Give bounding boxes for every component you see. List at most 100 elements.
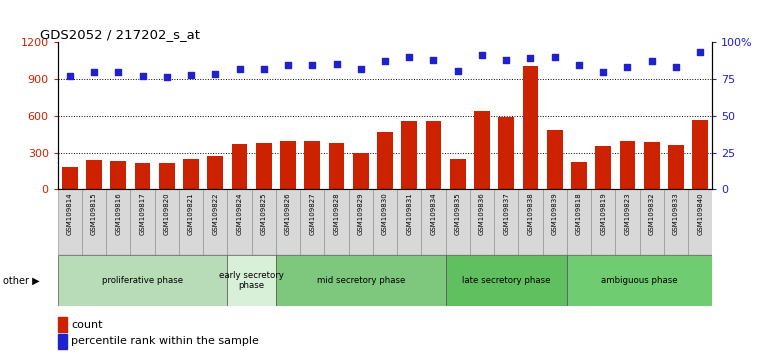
- Bar: [620, 141, 635, 189]
- Bar: [543, 189, 567, 255]
- Text: GSM109834: GSM109834: [430, 193, 437, 235]
- Bar: [58, 189, 82, 255]
- Point: [330, 61, 343, 67]
- Text: GSM109816: GSM109816: [116, 193, 122, 235]
- Bar: [82, 189, 106, 255]
- Bar: [446, 189, 470, 255]
- Text: GSM109827: GSM109827: [310, 193, 315, 235]
- Bar: [227, 255, 276, 306]
- Bar: [377, 132, 393, 189]
- Bar: [276, 255, 446, 306]
- Bar: [304, 141, 320, 189]
- Bar: [227, 189, 252, 255]
- Text: ambiguous phase: ambiguous phase: [601, 276, 678, 285]
- Text: GSM109830: GSM109830: [382, 193, 388, 235]
- Bar: [58, 317, 67, 332]
- Text: percentile rank within the sample: percentile rank within the sample: [72, 336, 259, 346]
- Text: GSM109840: GSM109840: [697, 193, 703, 235]
- Bar: [329, 143, 344, 189]
- Point: [258, 66, 270, 72]
- Bar: [591, 189, 615, 255]
- Point: [524, 55, 537, 61]
- Point: [451, 68, 464, 74]
- Bar: [518, 189, 543, 255]
- Bar: [324, 189, 349, 255]
- Bar: [474, 111, 490, 189]
- Point: [282, 62, 294, 67]
- Text: GSM109814: GSM109814: [67, 193, 73, 235]
- Point: [621, 64, 634, 70]
- Bar: [353, 153, 369, 189]
- Text: GSM109838: GSM109838: [527, 193, 534, 235]
- Bar: [571, 162, 587, 189]
- Text: count: count: [72, 320, 103, 330]
- Point: [88, 69, 100, 75]
- Bar: [567, 255, 712, 306]
- Point: [233, 67, 246, 72]
- Text: late secretory phase: late secretory phase: [462, 276, 551, 285]
- Text: GSM109824: GSM109824: [236, 193, 243, 235]
- Bar: [494, 189, 518, 255]
- Text: GSM109815: GSM109815: [91, 193, 97, 235]
- Point: [209, 71, 222, 76]
- Bar: [595, 146, 611, 189]
- Point: [548, 55, 561, 60]
- Point: [597, 69, 609, 75]
- Bar: [179, 189, 203, 255]
- Bar: [426, 121, 441, 189]
- Text: GSM109818: GSM109818: [576, 193, 582, 235]
- Text: GSM109820: GSM109820: [164, 193, 170, 235]
- Bar: [692, 120, 708, 189]
- Point: [427, 57, 440, 63]
- Text: other ▶: other ▶: [3, 275, 40, 286]
- Point: [645, 58, 658, 64]
- Text: GSM109833: GSM109833: [673, 193, 679, 235]
- Bar: [203, 189, 227, 255]
- Text: GSM109823: GSM109823: [624, 193, 631, 235]
- Text: GSM109832: GSM109832: [648, 193, 654, 235]
- Text: GSM109829: GSM109829: [358, 193, 363, 235]
- Bar: [252, 189, 276, 255]
- Point: [355, 66, 367, 72]
- Text: GSM109821: GSM109821: [188, 193, 194, 235]
- Text: GDS2052 / 217202_s_at: GDS2052 / 217202_s_at: [41, 28, 200, 41]
- Bar: [349, 189, 373, 255]
- Text: GSM109839: GSM109839: [551, 193, 557, 235]
- Point: [573, 62, 585, 67]
- Text: GSM109819: GSM109819: [600, 193, 606, 235]
- Bar: [276, 189, 300, 255]
- Point: [112, 70, 125, 75]
- Bar: [664, 189, 688, 255]
- Bar: [135, 163, 150, 189]
- Bar: [159, 163, 175, 189]
- Bar: [470, 189, 494, 255]
- Bar: [421, 189, 446, 255]
- Text: GSM109825: GSM109825: [261, 193, 266, 235]
- Bar: [58, 255, 227, 306]
- Bar: [155, 189, 179, 255]
- Point: [403, 55, 415, 60]
- Text: GSM109826: GSM109826: [285, 193, 291, 235]
- Text: mid secretory phase: mid secretory phase: [316, 276, 405, 285]
- Bar: [668, 145, 684, 189]
- Bar: [401, 121, 417, 189]
- Point: [500, 57, 512, 62]
- Bar: [615, 189, 640, 255]
- Point: [670, 64, 682, 70]
- Text: GSM109837: GSM109837: [504, 193, 509, 235]
- Bar: [232, 144, 247, 189]
- Bar: [62, 167, 78, 189]
- Bar: [688, 189, 712, 255]
- Bar: [300, 189, 324, 255]
- Bar: [256, 143, 272, 189]
- Bar: [498, 117, 514, 189]
- Text: GSM109817: GSM109817: [139, 193, 146, 235]
- Bar: [523, 66, 538, 189]
- Text: proliferative phase: proliferative phase: [102, 276, 183, 285]
- Bar: [207, 156, 223, 189]
- Point: [476, 52, 488, 58]
- Bar: [397, 189, 421, 255]
- Point: [136, 73, 149, 79]
- Bar: [110, 161, 126, 189]
- Bar: [58, 334, 67, 349]
